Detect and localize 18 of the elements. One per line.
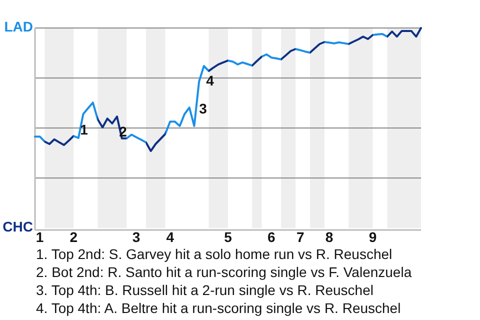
x-tick-label: 9 [368, 229, 377, 245]
x-tick-label: 3 [132, 229, 140, 245]
annotation: 3 [199, 100, 208, 117]
x-tick-label: 7 [296, 229, 304, 245]
text: CHC [2, 218, 33, 235]
x-tick-label: 1 [36, 229, 44, 245]
x-tick-label: 5 [224, 229, 232, 245]
text: 2. Bot 2nd: R. Santo hit a run-scoring single vs F. Valenzuela [36, 264, 412, 280]
text: 3. Top 4th: B. Russell hit a 2-run single vs R. Reuschel [36, 282, 374, 298]
x-tick-label: 6 [268, 229, 276, 245]
text: 4. Top 4th: A. Beltre hit a run-scoring single vs R. Reuschel [36, 300, 401, 316]
annotation: 1 [80, 122, 88, 138]
x-tick-label: 8 [325, 229, 334, 245]
x-tick-label: 4 [166, 229, 174, 245]
x-tick-label: 2 [70, 229, 78, 245]
annotation: 4 [206, 72, 214, 89]
text: 1. Top 2nd: S. Garvey hit a solo home run vs R. Reuschel [36, 246, 392, 262]
text: LAD [4, 18, 33, 35]
